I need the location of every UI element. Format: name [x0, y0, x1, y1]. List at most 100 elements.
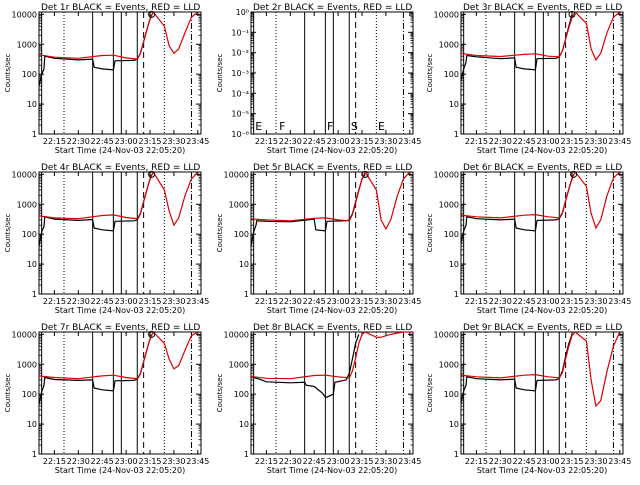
circle-marker: [148, 10, 156, 18]
y-tick-label: 1: [244, 450, 249, 459]
y-tick-label: 10: [239, 420, 249, 429]
y-tick-label: 10: [27, 100, 37, 109]
x-tick-label: 22:45: [303, 457, 326, 466]
x-tick-label: 22:45: [513, 297, 536, 306]
lld-series-line: [461, 12, 621, 62]
y-tick-label: 100: [444, 390, 459, 399]
panel-title: Det 7r BLACK = Events, RED = LLD: [41, 323, 200, 333]
y-axis-label: Counts/sec: [426, 214, 434, 253]
y-tick-label: 10000: [12, 170, 37, 179]
y-axis-label: Counts/sec: [216, 214, 224, 253]
x-tick-label: 22:30: [489, 137, 512, 146]
panel-title: Det 4r BLACK = Events, RED = LLD: [41, 163, 200, 173]
x-tick-label: 23:00: [115, 297, 138, 306]
x-tick-label: 22:45: [91, 297, 114, 306]
x-tick-label: 22:45: [513, 137, 536, 146]
x-tick-label: 23:00: [115, 137, 138, 146]
series-group: [39, 172, 199, 247]
x-tick-label: 23:30: [162, 457, 185, 466]
panel-det-6: Det 6r BLACK = Events, RED = LLD 22:15 22:…: [426, 163, 631, 315]
y-tick-label: 100: [444, 230, 459, 239]
x-tick-label: 23:15: [560, 137, 583, 146]
y-axis-label: Counts/sec: [4, 374, 12, 413]
x-tick-label: 23:15: [138, 137, 161, 146]
y-tick-label: 10000: [224, 170, 249, 179]
lld-series-line: [461, 332, 621, 408]
y-tick-label: 10: [449, 420, 459, 429]
series-group: [39, 332, 199, 405]
panel-title: Det 8r BLACK = Events, RED = LLD: [253, 323, 412, 333]
lld-series-line: [39, 332, 199, 380]
y-axis-label: Counts/sec: [4, 214, 12, 253]
y-tick-label: 1000: [439, 360, 459, 369]
y-tick-label: 10: [27, 420, 37, 429]
x-axis-label: Start Time (24-Nov-03 22:05:20): [267, 146, 397, 155]
circle-marker: [361, 170, 369, 178]
y-tick-label: 1000: [17, 40, 37, 49]
y-tick-label: 100: [444, 70, 459, 79]
panel-title: Det 2r BLACK = Events, RED = LLD: [253, 3, 412, 13]
x-tick-label: 22:30: [279, 457, 302, 466]
plot-frame: [460, 171, 624, 295]
y-tick-label: 10: [239, 260, 249, 269]
circle-marker: [568, 10, 576, 18]
lld-series-line: [39, 12, 199, 60]
series-group: [39, 12, 199, 87]
x-tick-label: 23:30: [374, 297, 397, 306]
x-tick-label: 23:30: [162, 137, 185, 146]
x-tick-label: 22:15: [43, 297, 66, 306]
y-tick-label: 100: [22, 390, 37, 399]
y-tick-label: 10000: [12, 10, 37, 19]
y-tick-label: 10000: [434, 10, 459, 19]
y-tick-label: 100: [22, 70, 37, 79]
x-tick-label: 23:30: [374, 457, 397, 466]
panel-title: Det 9r BLACK = Events, RED = LLD: [463, 323, 622, 333]
x-axis-label: Start Time (24-Nov-03 22:05:20): [55, 306, 185, 315]
x-tick-label: 23:15: [350, 297, 373, 306]
y-tick-label: 10⁻¹: [231, 28, 249, 37]
x-tick-label: 23:45: [608, 137, 631, 146]
x-tick-label: 23:45: [186, 297, 209, 306]
x-tick-label: 22:30: [67, 457, 90, 466]
y-tick-label: 1000: [439, 200, 459, 209]
plot-frame: [38, 331, 202, 455]
panel-title: Det 6r BLACK = Events, RED = LLD: [463, 163, 622, 173]
circle-marker: [570, 170, 578, 178]
letter-annotation: E: [255, 120, 262, 133]
series-group: [461, 172, 621, 244]
lld-series-line: [251, 332, 410, 380]
x-tick-label: 23:45: [608, 457, 631, 466]
y-tick-label: 1000: [229, 200, 249, 209]
y-tick-label: 1000: [17, 200, 37, 209]
y-axis-label: Counts/sec: [426, 374, 434, 413]
x-tick-label: 23:30: [584, 137, 607, 146]
x-tick-label: 22:15: [465, 297, 488, 306]
x-tick-label: 22:45: [303, 137, 326, 146]
y-tick-label: 1000: [17, 360, 37, 369]
panel-det-4: Det 4r BLACK = Events, RED = LLD 22:15 22:…: [4, 163, 209, 315]
x-tick-label: 23:00: [537, 137, 560, 146]
y-tick-label: 10: [449, 100, 459, 109]
y-tick-label: 1: [32, 130, 37, 139]
plot-frame: [38, 171, 202, 295]
panel-title: Det 3r BLACK = Events, RED = LLD: [463, 3, 622, 13]
y-axis-label: Counts/sec: [426, 54, 434, 93]
x-tick-label: 23:15: [560, 457, 583, 466]
y-tick-label: 10⁻²: [231, 49, 249, 58]
y-axis-label: Counts/sec: [4, 54, 12, 93]
x-tick-label: 22:15: [465, 457, 488, 466]
lld-series-line: [461, 172, 621, 230]
letter-annotation: E: [378, 120, 385, 133]
y-axis-label: Counts/sec: [216, 374, 224, 413]
panel-title: Det 1r BLACK = Events, RED = LLD: [41, 3, 200, 13]
y-tick-label: 1: [454, 130, 459, 139]
x-tick-label: 23:45: [608, 297, 631, 306]
x-tick-label: 23:15: [350, 137, 373, 146]
series-group: [461, 12, 621, 81]
x-tick-label: 23:30: [162, 297, 185, 306]
